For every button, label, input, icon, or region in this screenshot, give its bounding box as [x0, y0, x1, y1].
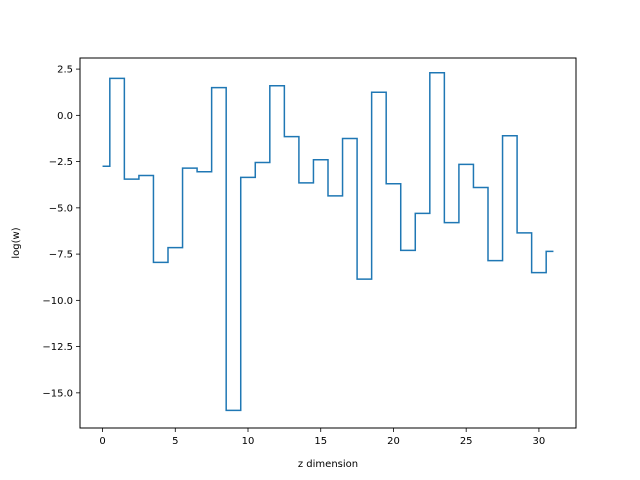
y-tick-label: −12.5	[42, 342, 73, 353]
y-axis-label: log(w)	[11, 227, 22, 258]
x-tick-label: 20	[387, 436, 400, 447]
y-tick-label: 2.5	[57, 65, 73, 76]
y-tick-label: −5.0	[49, 203, 73, 214]
x-tick-label: 5	[172, 436, 178, 447]
x-tick-label: 30	[533, 436, 546, 447]
series-line	[102, 72, 554, 412]
series-group	[102, 72, 554, 412]
x-tick-label: 10	[242, 436, 255, 447]
x-axis-label: z dimension	[298, 459, 358, 470]
plot-area	[80, 58, 576, 428]
x-tick-label: 15	[314, 436, 327, 447]
axes-frame	[79, 57, 577, 429]
x-ticks: 0 5 10 15 20 25 30	[99, 428, 545, 447]
y-tick-label: −15.0	[42, 388, 73, 399]
y-tick-label: −7.5	[49, 250, 73, 261]
y-tick-label: −2.5	[49, 157, 73, 168]
x-tick-label: 0	[99, 436, 105, 447]
y-tick-label: 0.0	[57, 111, 73, 122]
y-tick-label: −10.0	[42, 296, 73, 307]
y-ticks: 2.5 0.0 −2.5 −5.0 −7.5 −10.0 −12.5 −15.0	[42, 65, 80, 399]
x-tick-label: 25	[460, 436, 473, 447]
